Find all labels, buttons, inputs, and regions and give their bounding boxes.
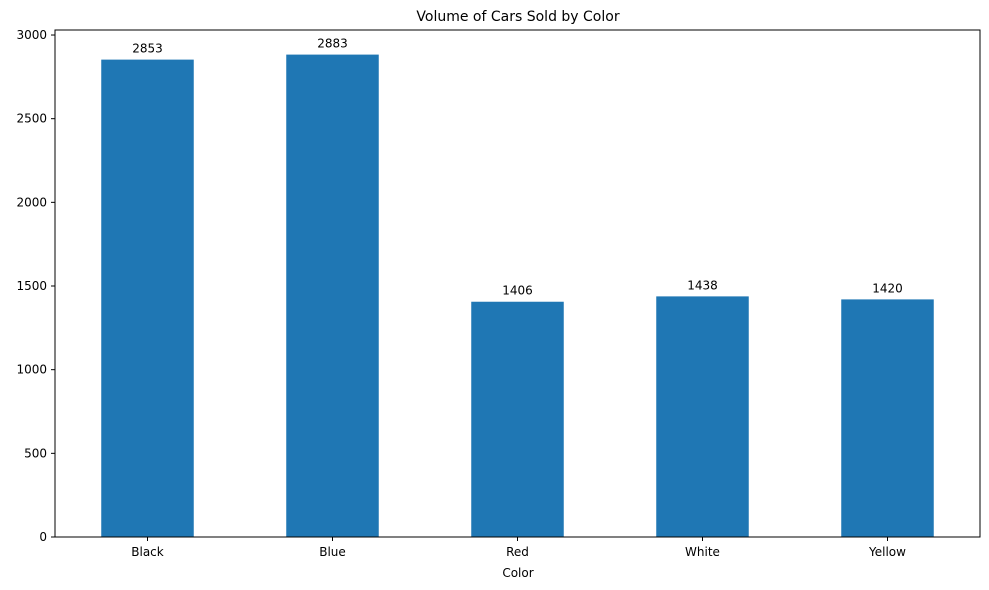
x-axis-label: Color xyxy=(502,566,533,580)
y-tick-label-0: 0 xyxy=(39,530,47,544)
y-axis-ticks: 0 500 1000 1500 2000 2500 3000 xyxy=(16,28,55,544)
bars-layer xyxy=(101,54,934,538)
chart-title: Volume of Cars Sold by Color xyxy=(416,9,619,25)
value-labels: 2853 2883 1406 1438 1420 xyxy=(132,37,903,298)
bar-red xyxy=(471,301,564,537)
y-tick-label-1500: 1500 xyxy=(16,279,47,293)
x-tick-label-red: Red xyxy=(506,545,529,559)
value-label-yellow: 1420 xyxy=(872,281,903,295)
bar-white xyxy=(656,296,749,537)
value-label-blue: 2883 xyxy=(317,37,348,51)
y-tick-label-2000: 2000 xyxy=(16,195,47,209)
x-tick-label-white: White xyxy=(685,545,720,559)
value-label-red: 1406 xyxy=(502,284,533,298)
bar-black xyxy=(101,59,194,538)
value-label-white: 1438 xyxy=(687,278,718,292)
y-tick-label-3000: 3000 xyxy=(16,28,47,42)
x-axis-ticks: Black Blue Red White Yellow xyxy=(131,537,906,559)
plot-frame xyxy=(54,29,981,538)
x-tick-label-yellow: Yellow xyxy=(868,545,906,559)
x-tick-label-blue: Blue xyxy=(319,545,346,559)
bar-yellow xyxy=(841,299,934,537)
value-label-black: 2853 xyxy=(132,42,163,56)
x-tick-label-black: Black xyxy=(131,545,164,559)
y-tick-label-1000: 1000 xyxy=(16,363,47,377)
y-tick-label-500: 500 xyxy=(24,446,47,460)
y-tick-label-2500: 2500 xyxy=(16,112,47,126)
bar-blue xyxy=(286,54,379,537)
